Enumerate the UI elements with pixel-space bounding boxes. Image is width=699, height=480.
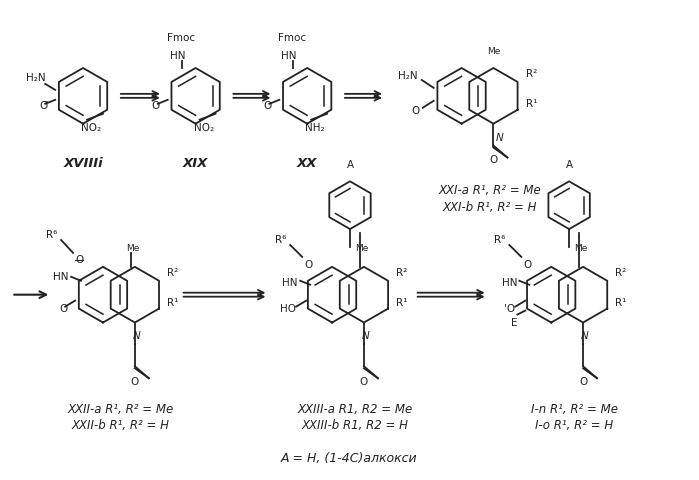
Text: R¹: R¹ [526,99,537,109]
Text: A: A [347,160,354,170]
Text: NO₂: NO₂ [194,123,214,132]
Text: R¹: R¹ [396,298,408,308]
Text: O: O [489,156,498,166]
Text: XXIII-b R1, R2 = H: XXIII-b R1, R2 = H [301,420,408,432]
Text: Me: Me [575,244,588,253]
Text: O: O [59,304,67,313]
Text: R²: R² [526,69,537,79]
Text: Me: Me [355,244,368,253]
Text: O: O [579,377,587,387]
Text: XXII-b R¹, R² = H: XXII-b R¹, R² = H [72,420,170,432]
Text: R⁶: R⁶ [45,230,57,240]
Text: Fmoc: Fmoc [166,33,195,43]
Text: HO: HO [280,304,296,313]
Text: NO₂: NO₂ [81,123,101,132]
Text: O: O [131,377,139,387]
Text: R²: R² [396,268,408,278]
Text: –: – [43,96,48,106]
Text: HN: HN [282,51,297,61]
Text: A = H, (1-4C)алкокси: A = H, (1-4C)алкокси [281,452,417,465]
Text: XXI-a R¹, R² = Me: XXI-a R¹, R² = Me [438,184,541,197]
Text: R¹: R¹ [615,298,626,308]
Text: O: O [523,260,531,270]
Text: Fmoc: Fmoc [278,33,306,43]
Text: N: N [496,132,503,143]
Text: Me: Me [487,47,500,56]
Text: E: E [511,317,517,327]
Text: H₂N: H₂N [398,71,418,81]
Text: Me: Me [127,244,140,253]
Text: XIX: XIX [183,157,208,170]
Text: HN: HN [282,278,298,288]
Text: O: O [39,101,48,111]
Text: N: N [581,331,589,341]
Text: XVIIIi: XVIIIi [63,157,103,170]
Text: XXII-a R¹, R² = Me: XXII-a R¹, R² = Me [68,403,174,416]
Text: O: O [264,101,271,111]
Text: R¹: R¹ [167,298,178,308]
Text: I-n R¹, R² = Me: I-n R¹, R² = Me [531,403,618,416]
Text: N: N [362,331,370,341]
Text: HN: HN [170,51,185,61]
Text: R⁶: R⁶ [493,235,505,245]
Text: NH₂: NH₂ [305,123,325,132]
Text: HN: HN [53,272,69,282]
Text: I-o R¹, R² = H: I-o R¹, R² = H [535,420,613,432]
Text: XX: XX [297,157,317,170]
Text: HN: HN [502,278,517,288]
Text: R²: R² [615,268,626,278]
Text: O: O [412,106,419,116]
Text: 'O: 'O [504,304,515,313]
Text: R²: R² [167,268,178,278]
Text: O: O [152,101,160,111]
Text: R⁶: R⁶ [275,235,286,245]
Text: XXIII-a R1, R2 = Me: XXIII-a R1, R2 = Me [297,403,412,416]
Text: A: A [565,160,572,170]
Text: O: O [360,377,368,387]
Text: XXI-b R¹, R² = H: XXI-b R¹, R² = H [442,201,537,214]
Text: N: N [133,331,140,341]
Text: O: O [304,260,312,270]
Text: O: O [75,255,83,265]
Text: H₂N: H₂N [26,73,45,83]
